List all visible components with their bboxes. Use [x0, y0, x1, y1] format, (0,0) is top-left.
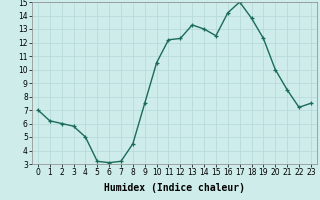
X-axis label: Humidex (Indice chaleur): Humidex (Indice chaleur) [104, 183, 245, 193]
